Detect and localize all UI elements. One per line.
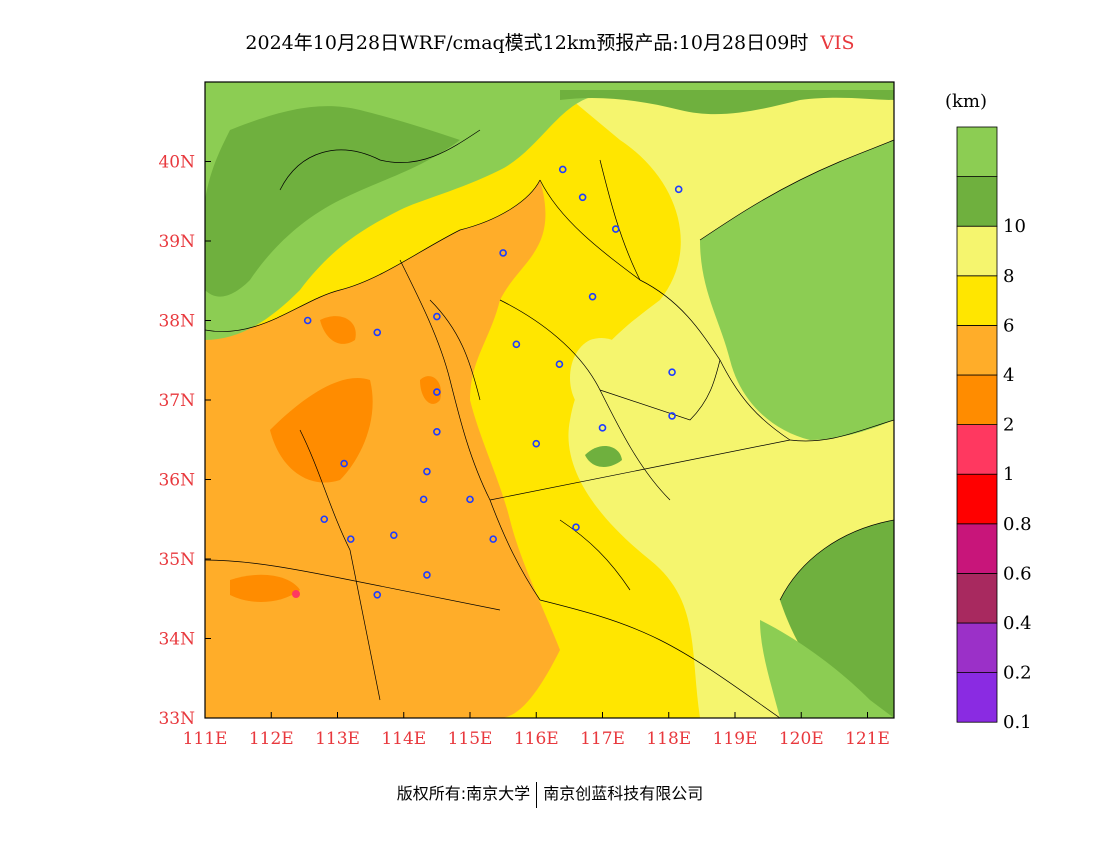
x-tick-label: 118E xyxy=(646,729,691,749)
colorbar-label: 8 xyxy=(1003,266,1014,287)
city-stations xyxy=(303,165,683,599)
colorbar-label: 0.1 xyxy=(1003,712,1032,733)
colorbar-swatch xyxy=(956,424,998,475)
station-marker xyxy=(433,388,441,396)
colorbar-label: 6 xyxy=(1003,315,1014,336)
station-marker xyxy=(423,467,431,476)
colorbar-swatch xyxy=(956,622,998,673)
x-tick-label: 114E xyxy=(381,729,426,749)
x-tick-label: 116E xyxy=(514,729,559,749)
station-marker xyxy=(555,360,564,369)
station-marker xyxy=(598,424,607,432)
colorbar-label: 4 xyxy=(1003,365,1014,386)
visibility-field xyxy=(205,82,894,718)
x-tick-label: 119E xyxy=(713,729,758,749)
y-tick-label: 33N xyxy=(158,709,195,729)
latitude-axis: 33N 34N 35N 36N 37N 38N 39N 40N xyxy=(158,153,211,729)
colorbar-label: 0.6 xyxy=(1003,563,1032,584)
x-tick-label: 115E xyxy=(448,729,493,749)
y-tick-label: 38N xyxy=(158,312,195,332)
colorbar-swatch xyxy=(956,523,998,574)
station-marker xyxy=(433,312,441,321)
y-tick-label: 34N xyxy=(158,630,195,650)
x-tick-label: 120E xyxy=(779,729,824,749)
colorbar-swatch xyxy=(956,473,998,525)
colorbar-swatch xyxy=(956,374,998,425)
footer-left: 版权所有:南京大学 xyxy=(396,784,531,803)
station-marker xyxy=(373,328,382,337)
colorbar-unit: (km) xyxy=(945,91,987,112)
colorbar-label: 2 xyxy=(1003,415,1014,436)
station-marker xyxy=(390,531,398,539)
title-variable: VIS xyxy=(820,32,855,54)
longitude-axis: 111E 112E 113E 114E 115E 116E 117E 118E 119E 120E… xyxy=(183,712,890,749)
colorbar-label: 0.4 xyxy=(1003,613,1032,634)
station-marker xyxy=(346,535,355,543)
station-marker xyxy=(419,495,428,504)
station-marker xyxy=(668,412,676,420)
station-marker xyxy=(588,292,597,301)
station-marker xyxy=(668,368,676,376)
station-marker xyxy=(303,316,312,325)
station-marker xyxy=(611,225,620,233)
colorbar-swatch xyxy=(956,126,998,177)
y-tick-label: 36N xyxy=(158,471,195,491)
footer-separator xyxy=(536,781,538,808)
copyright-footer: 版权所有:南京大学 南京创蓝科技有限公司 xyxy=(0,780,1100,808)
y-tick-label: 40N xyxy=(158,153,195,173)
station-marker xyxy=(320,515,329,524)
chart-title: 2024年10月28日WRF/cmaq模式12km预报产品:10月28日09时 V… xyxy=(0,28,1100,55)
station-marker xyxy=(423,571,431,579)
x-tick-label: 111E xyxy=(183,729,228,749)
station-marker xyxy=(489,535,497,543)
colorbar-swatch xyxy=(956,672,998,723)
station-marker xyxy=(578,193,587,202)
station-marker xyxy=(499,249,507,257)
x-tick-label: 121E xyxy=(845,729,890,749)
y-tick-label: 37N xyxy=(158,391,195,411)
station-marker xyxy=(674,185,683,194)
station-marker xyxy=(532,439,541,448)
colorbar-label: 0.2 xyxy=(1003,663,1032,684)
station-marker xyxy=(466,495,474,504)
colorbar-label: 0.8 xyxy=(1003,514,1032,535)
station-marker xyxy=(340,459,348,468)
x-tick-label: 117E xyxy=(580,729,625,749)
colorbar-label: 10 xyxy=(1003,216,1026,237)
station-marker xyxy=(433,427,441,436)
x-tick-label: 113E xyxy=(315,729,360,749)
province-boundaries xyxy=(205,129,894,718)
x-tick-label: 112E xyxy=(249,729,294,749)
colorbar: 0.1 0.2 0.4 0.6 0.8 1 2 4 6 8 10 xyxy=(956,126,1032,733)
colorbar-swatch xyxy=(956,324,998,376)
y-tick-label: 39N xyxy=(158,232,195,252)
colorbar-label: 1 xyxy=(1003,464,1014,485)
station-marker xyxy=(558,165,567,174)
colorbar-swatch xyxy=(956,275,998,326)
station-marker xyxy=(373,590,382,599)
station-marker xyxy=(572,523,580,532)
footer-right: 南京创蓝科技有限公司 xyxy=(543,784,704,803)
colorbar-swatch xyxy=(956,573,998,624)
y-tick-label: 35N xyxy=(158,550,195,570)
colorbar-swatch xyxy=(956,225,998,277)
colorbar-swatch xyxy=(956,176,998,227)
station-marker xyxy=(512,340,521,349)
title-main: 2024年10月28日WRF/cmaq模式12km预报产品:10月28日09时 xyxy=(245,32,809,54)
